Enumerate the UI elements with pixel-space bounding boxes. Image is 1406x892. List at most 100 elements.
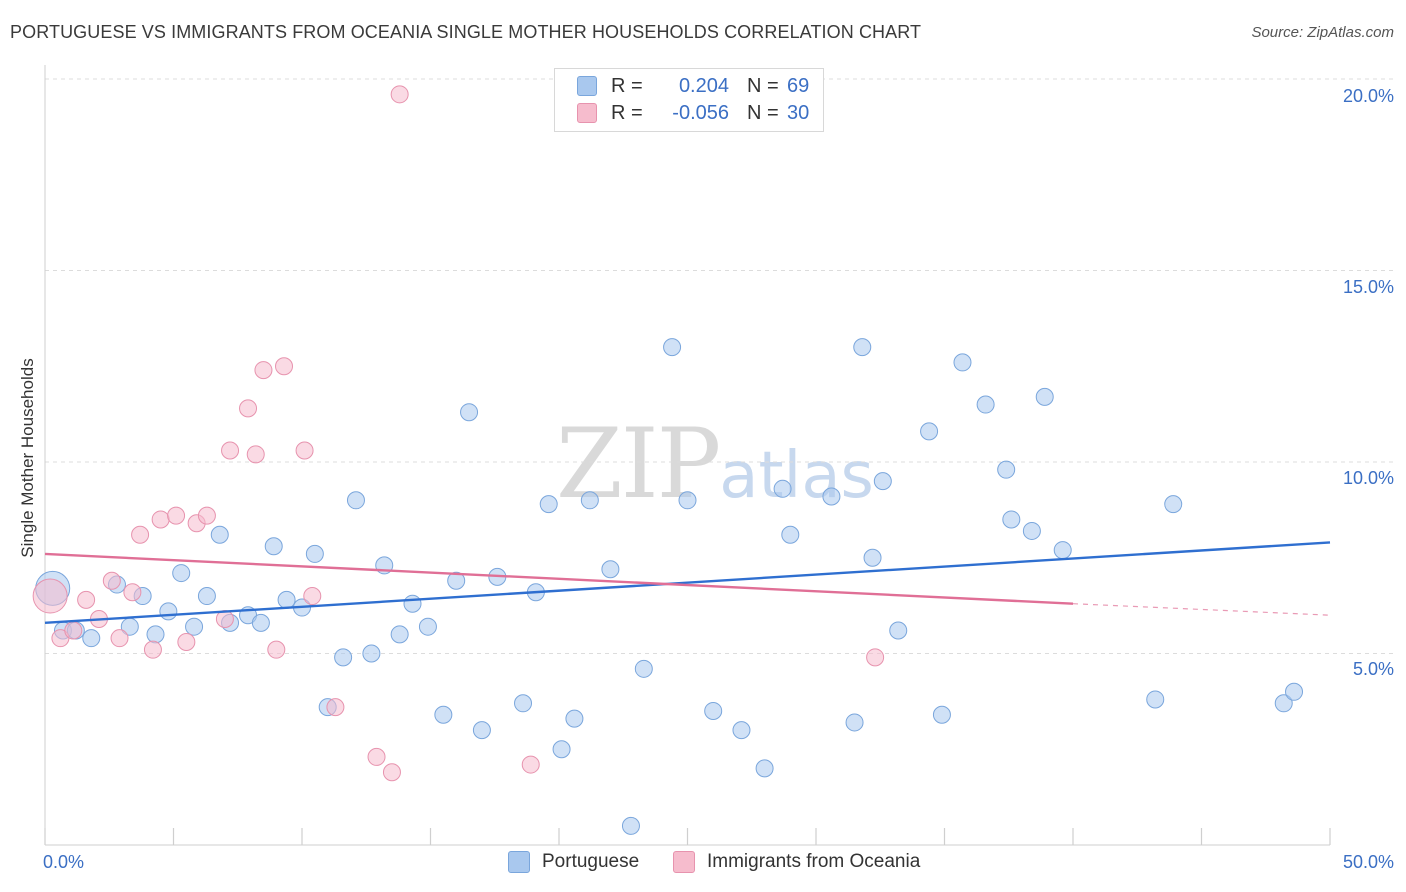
chart-title: PORTUGUESE VS IMMIGRANTS FROM OCEANIA SI…	[10, 22, 922, 42]
y-axis-label: Single Mother Households	[18, 358, 37, 558]
portuguese-point	[472, 721, 491, 740]
portuguese-point	[434, 705, 453, 724]
r-value: -0.056	[672, 101, 729, 124]
oceania-point	[521, 755, 540, 774]
n-label: N =	[747, 101, 779, 124]
portuguese-point	[1146, 690, 1165, 709]
portuguese-point	[82, 629, 101, 648]
portuguese-point	[781, 525, 800, 544]
portuguese-point	[621, 816, 640, 835]
y-tick-label: 10.0%	[1342, 468, 1394, 488]
portuguese-point	[580, 491, 599, 510]
oceania-point	[367, 747, 386, 766]
oceania-point	[254, 361, 273, 380]
portuguese-point	[197, 587, 216, 606]
oceania-trend-line	[44, 552, 1074, 605]
legend-label: Immigrants from Oceania	[707, 851, 921, 872]
n-value: 69	[787, 74, 810, 97]
portuguese-point	[732, 721, 751, 740]
portuguese-trend-line	[44, 541, 1331, 625]
oceania-point	[197, 506, 216, 525]
portuguese-point	[601, 560, 620, 579]
portuguese-point	[920, 422, 939, 441]
portuguese-point	[447, 571, 466, 590]
oceania-point	[123, 583, 142, 602]
portuguese-point	[346, 491, 365, 510]
axes	[44, 65, 1331, 846]
portuguese-point	[277, 590, 296, 609]
portuguese-point	[976, 395, 995, 414]
oceania-point	[239, 399, 258, 418]
oceania-point	[326, 698, 345, 717]
x-tick-label: 0.0%	[43, 852, 85, 872]
oceania-point	[303, 587, 322, 606]
portuguese-point	[552, 740, 571, 759]
legend-row-portuguese: R = 0.204 N = 69	[577, 73, 809, 99]
correlation-legend: R = 0.204 N = 69 R = -0.056 N = 30	[554, 68, 824, 132]
data-points	[32, 85, 1304, 835]
oceania-point	[246, 445, 265, 464]
portuguese-point	[264, 537, 283, 556]
portuguese-point	[873, 472, 892, 491]
portuguese-point	[678, 491, 697, 510]
portuguese-point	[634, 659, 653, 678]
portuguese-point	[418, 617, 437, 636]
portuguese-point	[334, 648, 353, 667]
portuguese-point	[845, 713, 864, 732]
oceania-point	[167, 506, 186, 525]
portuguese-point	[251, 613, 270, 632]
portuguese-point	[210, 525, 229, 544]
oceania-point	[866, 648, 885, 667]
watermark-atlas: atlas	[719, 439, 874, 513]
legend-item-portuguese: Portuguese	[508, 851, 639, 873]
portuguese-point	[514, 694, 533, 713]
oceania-point	[131, 525, 150, 544]
legend-swatch	[673, 851, 695, 873]
portuguese-point	[953, 353, 972, 372]
oceania-point	[221, 441, 240, 460]
portuguese-point	[1274, 694, 1293, 713]
portuguese-point	[185, 617, 204, 636]
portuguese-point	[863, 548, 882, 567]
y-tick-label: 15.0%	[1342, 277, 1394, 297]
n-value: 30	[787, 101, 810, 124]
oceania-point	[267, 640, 286, 659]
portuguese-point	[1164, 495, 1183, 514]
oceania-point	[77, 590, 96, 609]
legend-label: Portuguese	[542, 851, 640, 872]
oceania-point	[32, 578, 68, 614]
portuguese-point	[390, 625, 409, 644]
grid	[45, 78, 1395, 654]
oceania-point	[110, 629, 129, 648]
portuguese-point	[755, 759, 774, 778]
legend-swatch	[508, 851, 530, 873]
portuguese-point	[997, 460, 1016, 479]
y-tick-label: 20.0%	[1342, 86, 1394, 106]
legend-row-oceania: R = -0.056 N = 30	[577, 100, 809, 126]
legend-swatch	[577, 76, 597, 96]
oceania-point	[177, 633, 196, 652]
legend-swatch	[577, 103, 597, 123]
portuguese-point	[889, 621, 908, 640]
portuguese-point	[1053, 541, 1072, 560]
y-tick-label: 5.0%	[1352, 659, 1394, 679]
portuguese-point	[403, 594, 422, 613]
oceania-point	[295, 441, 314, 460]
oceania-point	[151, 510, 170, 529]
portuguese-point	[159, 602, 178, 621]
portuguese-point	[362, 644, 381, 663]
oceania-point	[382, 763, 401, 782]
portuguese-point	[822, 487, 841, 506]
oceania-point	[102, 571, 121, 590]
oceania-point	[143, 640, 162, 659]
portuguese-point	[1035, 387, 1054, 406]
source-label: Source: ZipAtlas.com	[1251, 24, 1394, 41]
x-tick-label: 50.0%	[1342, 852, 1394, 872]
portuguese-point	[932, 705, 951, 724]
portuguese-point	[146, 625, 165, 644]
portuguese-point	[1002, 510, 1021, 529]
portuguese-point	[1022, 521, 1041, 540]
portuguese-point	[172, 564, 191, 583]
portuguese-point	[773, 479, 792, 498]
